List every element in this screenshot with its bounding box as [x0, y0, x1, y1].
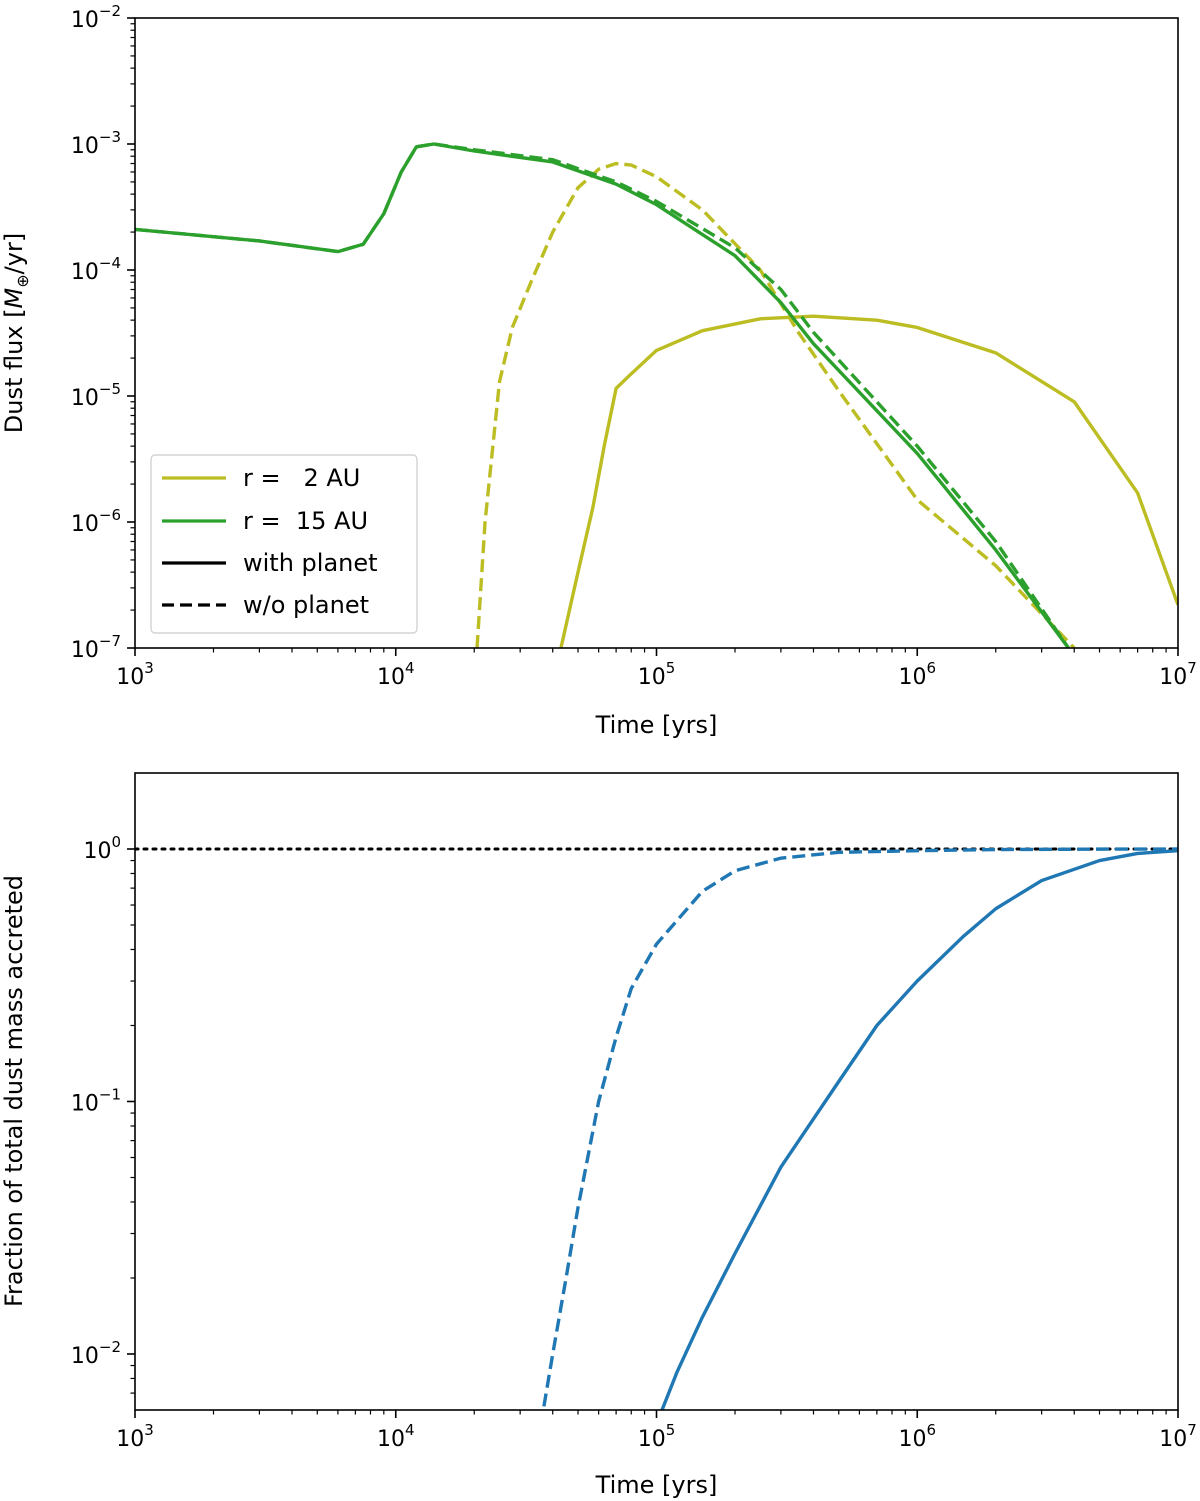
accreted-fraction-panel: 103 104 105 106 107 10−2 10−1 100 Time [yrs] Fr… — [0, 772, 1197, 1499]
legend-frame — [150, 454, 418, 634]
legend-label-without-planet: w/o planet — [243, 591, 369, 619]
dust-flux-series-r-2-au-w-o-planet — [475, 161, 1076, 648]
dust-flux-panel: 103 104 105 106 10710−710−610−510−410−310−2 … — [0, 2, 1197, 739]
dust-flux-plot-frame — [134, 17, 1179, 649]
accreted-fraction-x-axis-label: Time [yrs] — [595, 1471, 718, 1499]
dust-flux-x-tick-label: 103 — [116, 659, 154, 690]
dust-flux-x-tick-label: 105 — [638, 659, 676, 690]
dust-flux-y-tick-label: 10−4 — [71, 254, 121, 285]
accreted-fraction-y-axis-label: Fraction of total dust mass accreted — [0, 875, 28, 1307]
accreted-fraction-x-tick-label: 104 — [377, 1421, 415, 1452]
accreted-fraction-plot-frame — [134, 772, 1179, 1411]
dust-flux-lines — [135, 142, 1178, 648]
legend-label-r15: r = 15 AU — [243, 507, 368, 535]
accreted-fraction-axis-ticks: 103 104 105 106 107 10−2 10−1 100 — [71, 833, 1197, 1452]
dust-flux-series-r-15-au-with-planet — [135, 142, 1070, 648]
accreted-fraction-series-w-o-planet — [542, 847, 1178, 1407]
accreted-fraction-series-with-planet — [660, 848, 1178, 1410]
accreted-fraction-x-tick-label: 106 — [898, 1421, 936, 1452]
accreted-fraction-lines — [135, 847, 1178, 1410]
dust-flux-x-tick-label: 104 — [377, 659, 415, 690]
dust-flux-y-axis-label: Dust flux [M⊕/yr] — [0, 233, 32, 433]
dust-flux-y-tick-label: 10−7 — [71, 632, 121, 663]
dust-flux-y-tick-label: 10−6 — [71, 506, 121, 537]
dust-flux-axis-ticks: 103 104 105 106 107 10−7 10−6 10−5 10−4 10−3 10−2 — [71, 2, 1197, 690]
dust-flux-series-r-15-au-w-o-planet — [135, 142, 1070, 648]
dust-flux-series-r-2-au-with-planet — [559, 314, 1178, 648]
legend: r = 2 AU r = 15 AU with planet w/o plane… — [150, 454, 418, 634]
dust-flux-x-tick-label: 107 — [1159, 659, 1197, 690]
legend-label-with-planet: with planet — [243, 549, 378, 577]
accreted-fraction-y-tick-label: 10−1 — [71, 1085, 121, 1116]
accreted-fraction-x-tick-label: 103 — [116, 1421, 154, 1452]
dust-flux-x-tick-label: 106 — [898, 659, 936, 690]
accreted-fraction-y-tick-label: 100 — [83, 833, 121, 864]
legend-label-r2: r = 2 AU — [243, 464, 360, 492]
dust-flux-x-axis-label: Time [yrs] — [595, 711, 718, 739]
dust-flux-y-tick-label: 10−5 — [71, 380, 121, 411]
dust-flux-y-tick-label: 10−3 — [71, 128, 121, 159]
accreted-fraction-x-tick-label: 107 — [1159, 1421, 1197, 1452]
accreted-fraction-y-tick-label: 10−2 — [71, 1338, 121, 1369]
accreted-fraction-x-tick-label: 105 — [638, 1421, 676, 1452]
dust-flux-y-tick-label: 10−2 — [71, 2, 121, 33]
